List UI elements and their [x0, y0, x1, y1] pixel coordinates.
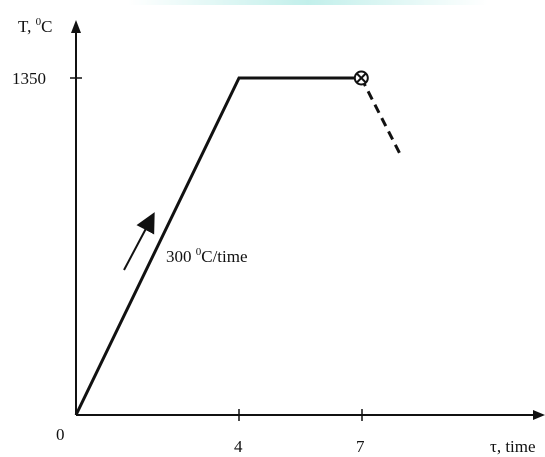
x-tick-label-4: 4: [234, 437, 243, 456]
x-axis-label: τ, time: [490, 437, 536, 456]
heating-rate-annotation: 300 0C/time: [166, 246, 248, 266]
y-axis-arrowhead: [71, 20, 81, 33]
y-axis-label: T, 0C: [18, 16, 52, 36]
x-axis-arrowhead: [533, 410, 545, 420]
x-tick-label-7: 7: [356, 437, 365, 456]
heating-direction-arrow: [123, 212, 155, 271]
top-decorative-band: [128, 0, 488, 5]
end-marker-circled-x: [353, 70, 369, 86]
y-tick-label-1350: 1350: [12, 69, 46, 88]
series-heating-hold-line: [74, 76, 362, 416]
origin-label: 0: [56, 425, 65, 444]
series-cooling-dashed-line: [359, 77, 404, 159]
